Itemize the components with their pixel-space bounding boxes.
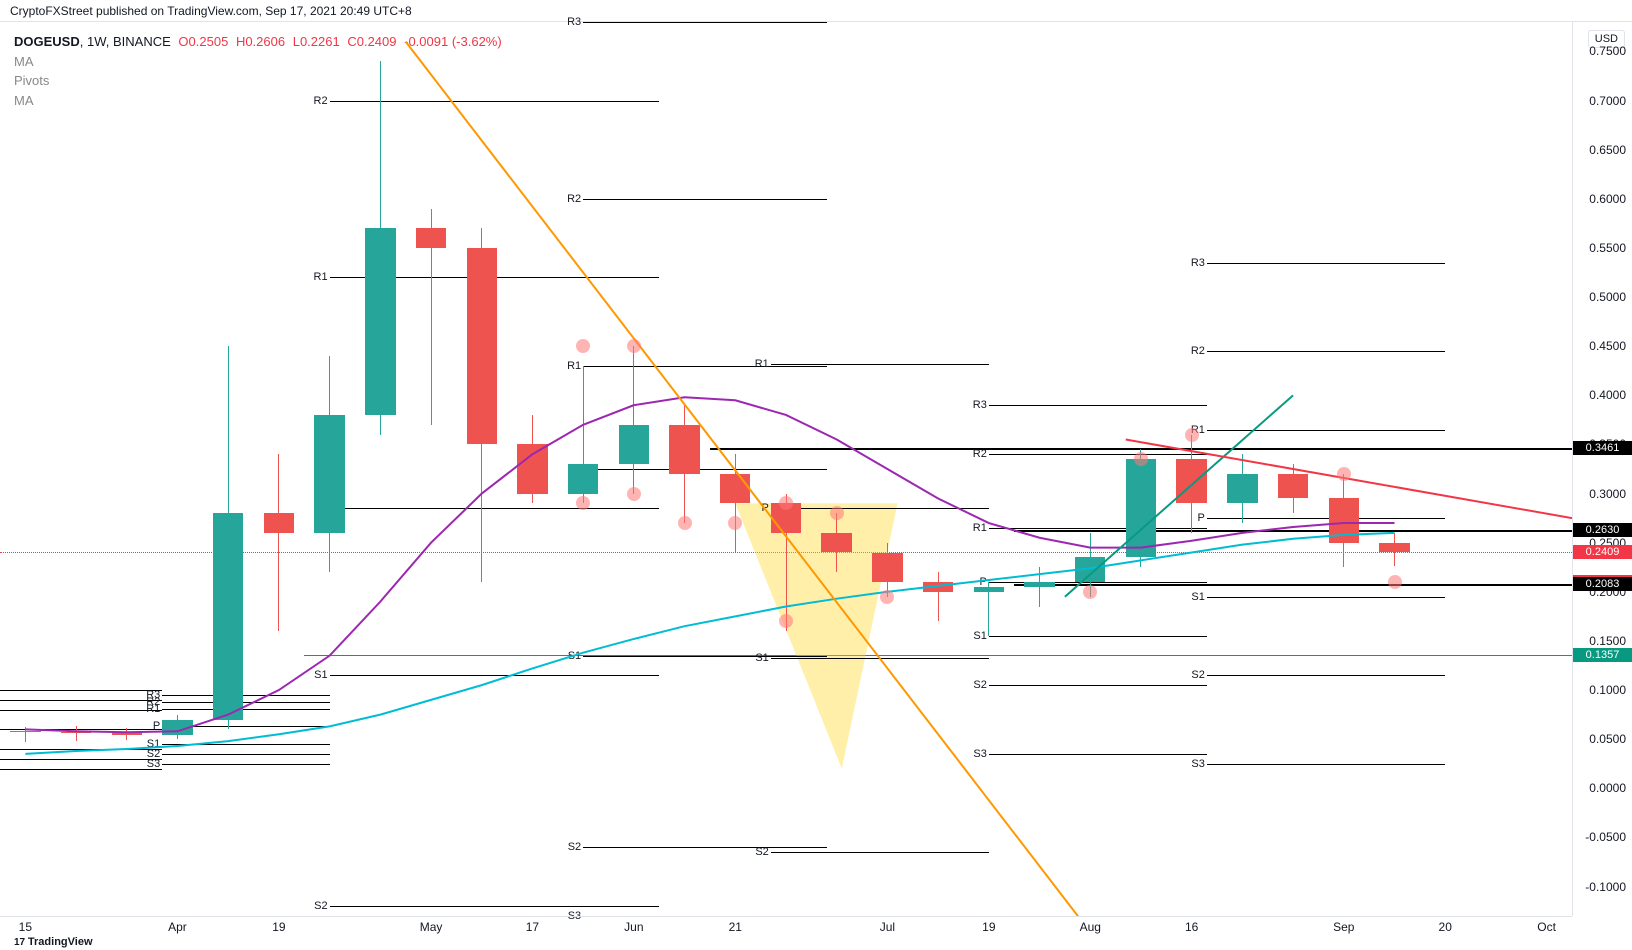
- x-tick: 15: [19, 920, 32, 934]
- y-tick: 0.0500: [1589, 732, 1626, 746]
- price-box: 0.2083: [1573, 577, 1632, 591]
- marker-dot: [678, 516, 692, 530]
- marker-dot: [1185, 428, 1199, 442]
- marker-dot: [627, 487, 641, 501]
- x-tick: 17: [526, 920, 539, 934]
- marker-dot: [779, 614, 793, 628]
- price-box: 0.2630: [1573, 523, 1632, 537]
- y-tick: 0.7500: [1589, 44, 1626, 58]
- x-tick: 20: [1439, 920, 1452, 934]
- marker-dot: [1388, 575, 1402, 589]
- x-tick: Oct: [1537, 920, 1556, 934]
- x-tick: 21: [729, 920, 742, 934]
- y-tick: 0.6000: [1589, 192, 1626, 206]
- marker-dot: [728, 516, 742, 530]
- x-tick: Aug: [1080, 920, 1101, 934]
- x-tick: 19: [272, 920, 285, 934]
- marker-dot: [1134, 452, 1148, 466]
- overlay-lines: [0, 22, 1572, 916]
- price-box: 0.1357: [1573, 648, 1632, 662]
- x-tick: Jun: [624, 920, 643, 934]
- header-text: CryptoFXStreet published on TradingView.…: [10, 4, 412, 18]
- y-tick: 0.5000: [1589, 290, 1626, 304]
- y-tick: 0.1500: [1589, 634, 1626, 648]
- x-tick: 19: [982, 920, 995, 934]
- y-tick: 0.5500: [1589, 241, 1626, 255]
- marker-dot: [576, 339, 590, 353]
- y-tick: -0.0500: [1585, 830, 1626, 844]
- y-tick: -0.1000: [1585, 880, 1626, 894]
- y-tick: 0.3000: [1589, 487, 1626, 501]
- x-tick: Apr: [168, 920, 187, 934]
- marker-dot: [880, 590, 894, 604]
- y-tick: 0.0000: [1589, 781, 1626, 795]
- x-tick: May: [420, 920, 443, 934]
- y-tick: 0.7000: [1589, 94, 1626, 108]
- marker-dot: [830, 506, 844, 520]
- price-box: 0.3461: [1573, 441, 1632, 455]
- marker-dot: [779, 496, 793, 510]
- header-bar: CryptoFXStreet published on TradingView.…: [0, 0, 1632, 22]
- x-tick: 16: [1185, 920, 1198, 934]
- time-axis[interactable]: 15 Apr 19 May 17 Jun 21 Jul 19 Aug 16 Sep 20 Oct: [0, 916, 1572, 936]
- y-tick: 0.6500: [1589, 143, 1626, 157]
- tradingview-logo: 17 TradingView: [14, 936, 93, 948]
- x-tick: Sep: [1333, 920, 1354, 934]
- marker-dot: [627, 339, 641, 353]
- y-tick: 0.1000: [1589, 683, 1626, 697]
- y-tick: 0.4000: [1589, 388, 1626, 402]
- marker-dot: [576, 496, 590, 510]
- price-box: 0.2409: [1573, 545, 1632, 559]
- price-axis[interactable]: 0.7500 0.7000 0.6500 0.6000 0.5500 0.5000 0.45…: [1572, 22, 1632, 916]
- chart-area[interactable]: R3R2R1PS1S2S3R3R2R1PS1S2S3R2R1PS1S2R3R2R…: [0, 22, 1572, 916]
- y-tick: 0.4500: [1589, 339, 1626, 353]
- x-tick: Jul: [880, 920, 895, 934]
- marker-dot: [1337, 467, 1351, 481]
- marker-dot: [1083, 585, 1097, 599]
